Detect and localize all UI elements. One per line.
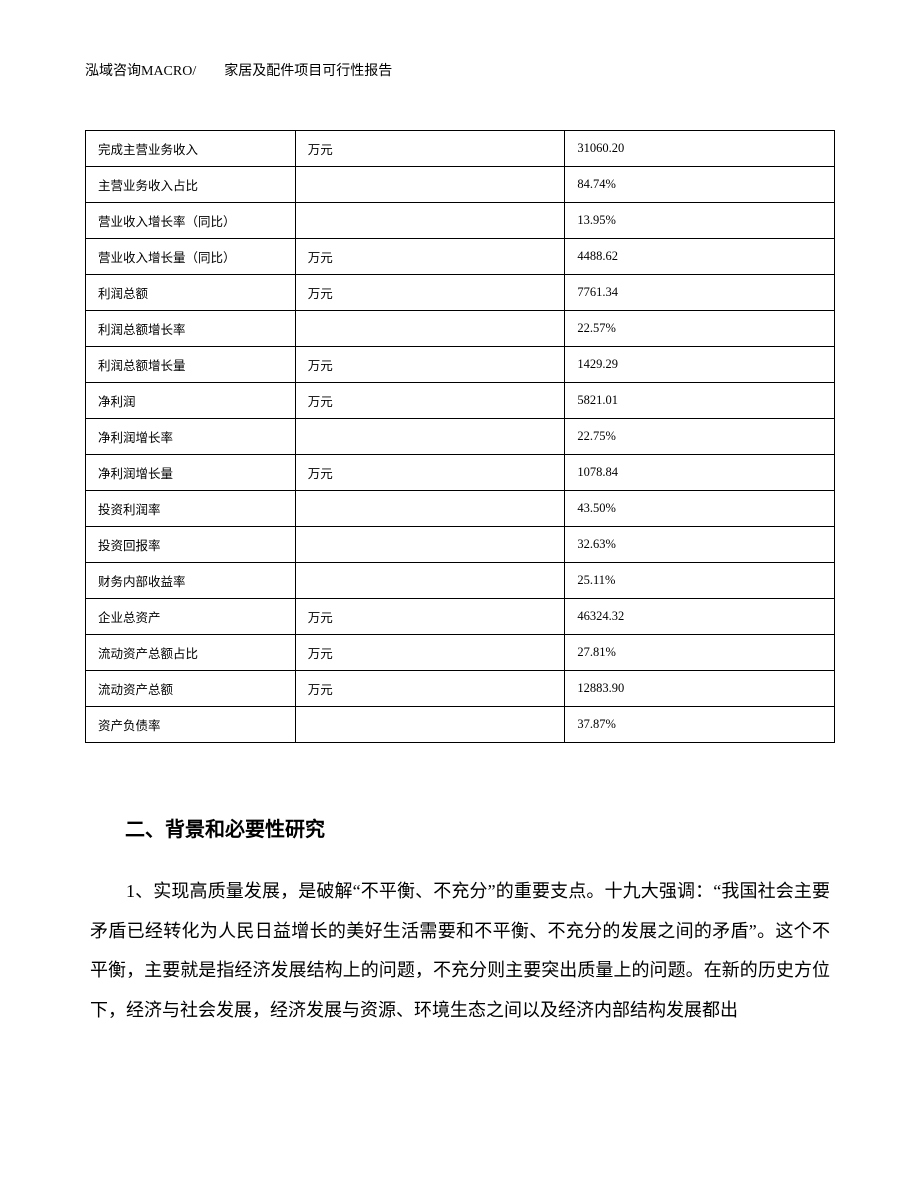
row-unit: 万元	[295, 383, 565, 419]
table-row: 完成主营业务收入 万元 31060.20	[86, 131, 835, 167]
row-value: 31060.20	[565, 131, 835, 167]
row-value: 12883.90	[565, 671, 835, 707]
table-body: 完成主营业务收入 万元 31060.20 主营业务收入占比 84.74% 营业收…	[86, 131, 835, 743]
table-row: 流动资产总额 万元 12883.90	[86, 671, 835, 707]
row-unit	[295, 419, 565, 455]
table-row: 财务内部收益率 25.11%	[86, 563, 835, 599]
row-label: 营业收入增长率（同比）	[86, 203, 296, 239]
row-value: 32.63%	[565, 527, 835, 563]
row-label: 营业收入增长量（同比）	[86, 239, 296, 275]
row-label: 净利润	[86, 383, 296, 419]
table-row: 投资利润率 43.50%	[86, 491, 835, 527]
row-label: 企业总资产	[86, 599, 296, 635]
row-value: 13.95%	[565, 203, 835, 239]
row-unit: 万元	[295, 671, 565, 707]
row-value: 46324.32	[565, 599, 835, 635]
table-row: 投资回报率 32.63%	[86, 527, 835, 563]
row-value: 22.57%	[565, 311, 835, 347]
table-row: 净利润增长率 22.75%	[86, 419, 835, 455]
row-value: 7761.34	[565, 275, 835, 311]
row-unit: 万元	[295, 347, 565, 383]
row-label: 资产负债率	[86, 707, 296, 743]
row-value: 43.50%	[565, 491, 835, 527]
row-value: 22.75%	[565, 419, 835, 455]
row-label: 完成主营业务收入	[86, 131, 296, 167]
row-unit: 万元	[295, 275, 565, 311]
row-unit	[295, 491, 565, 527]
financial-table: 完成主营业务收入 万元 31060.20 主营业务收入占比 84.74% 营业收…	[85, 130, 835, 743]
row-unit	[295, 527, 565, 563]
row-unit: 万元	[295, 131, 565, 167]
row-unit: 万元	[295, 599, 565, 635]
header-text: 泓域咨询MACRO/ 家居及配件项目可行性报告	[85, 64, 392, 79]
row-label: 投资利润率	[86, 491, 296, 527]
table-row: 主营业务收入占比 84.74%	[86, 167, 835, 203]
row-label: 流动资产总额	[86, 671, 296, 707]
row-unit	[295, 707, 565, 743]
row-label: 主营业务收入占比	[86, 167, 296, 203]
row-label: 净利润增长量	[86, 455, 296, 491]
row-value: 37.87%	[565, 707, 835, 743]
table-row: 资产负债率 37.87%	[86, 707, 835, 743]
table-row: 利润总额增长率 22.57%	[86, 311, 835, 347]
row-label: 利润总额增长量	[86, 347, 296, 383]
table-row: 净利润增长量 万元 1078.84	[86, 455, 835, 491]
row-label: 利润总额增长率	[86, 311, 296, 347]
row-unit	[295, 203, 565, 239]
row-value: 1078.84	[565, 455, 835, 491]
table-row: 流动资产总额占比 万元 27.81%	[86, 635, 835, 671]
row-unit	[295, 563, 565, 599]
row-label: 净利润增长率	[86, 419, 296, 455]
table-row: 利润总额 万元 7761.34	[86, 275, 835, 311]
row-unit: 万元	[295, 455, 565, 491]
section-title: 二、背景和必要性研究	[85, 813, 835, 842]
row-value: 27.81%	[565, 635, 835, 671]
row-unit	[295, 311, 565, 347]
table-row: 企业总资产 万元 46324.32	[86, 599, 835, 635]
table-row: 利润总额增长量 万元 1429.29	[86, 347, 835, 383]
row-unit: 万元	[295, 239, 565, 275]
row-label: 利润总额	[86, 275, 296, 311]
table-row: 净利润 万元 5821.01	[86, 383, 835, 419]
row-value: 25.11%	[565, 563, 835, 599]
table-row: 营业收入增长率（同比） 13.95%	[86, 203, 835, 239]
row-label: 投资回报率	[86, 527, 296, 563]
row-value: 1429.29	[565, 347, 835, 383]
section-body: 1、实现高质量发展，是破解“不平衡、不充分”的重要支点。十九大强调：“我国社会主…	[85, 872, 835, 1030]
row-value: 4488.62	[565, 239, 835, 275]
row-unit: 万元	[295, 635, 565, 671]
page-header: 泓域咨询MACRO/ 家居及配件项目可行性报告	[85, 60, 835, 80]
table-row: 营业收入增长量（同比） 万元 4488.62	[86, 239, 835, 275]
row-value: 84.74%	[565, 167, 835, 203]
row-label: 流动资产总额占比	[86, 635, 296, 671]
row-label: 财务内部收益率	[86, 563, 296, 599]
row-unit	[295, 167, 565, 203]
row-value: 5821.01	[565, 383, 835, 419]
